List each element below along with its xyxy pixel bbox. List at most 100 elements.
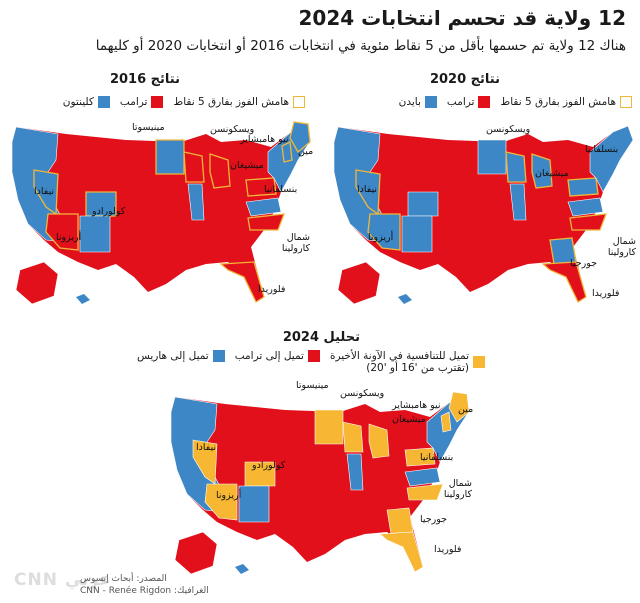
label-2024-florida: فلوريدا bbox=[434, 544, 462, 555]
dem-swatch bbox=[97, 96, 110, 108]
map-2024 bbox=[170, 391, 471, 575]
label-2024-minnesota: مينيسوتا bbox=[296, 380, 329, 391]
new-mexico-2020 bbox=[401, 215, 433, 253]
north-carolina-2024 bbox=[406, 483, 444, 501]
tossup-swatch bbox=[473, 356, 485, 368]
page-title: 12 ولاية قد تحسم انتخابات 2024 bbox=[298, 6, 626, 30]
map-2016-title: نتائج 2016 bbox=[109, 72, 180, 87]
virginia-2024 bbox=[404, 467, 441, 487]
illinois-2024 bbox=[346, 453, 364, 491]
nevada-2020 bbox=[355, 169, 381, 216]
legend-dem-2016: كلينتون bbox=[63, 96, 110, 108]
rep-swatch bbox=[307, 350, 320, 362]
label-2016-michigan: ميشيغان bbox=[230, 160, 264, 171]
label-2020-michigan: ميشيغان bbox=[535, 168, 569, 179]
georgia-2024 bbox=[386, 507, 414, 535]
label-2016-nevada: نيفادا bbox=[34, 186, 55, 197]
illinois-2020 bbox=[509, 183, 527, 221]
north-carolina-2020 bbox=[569, 213, 607, 231]
map-2020-legend: هامش الفوز بفارق 5 نقاط ترامب بايدن bbox=[393, 96, 632, 108]
label-2020-pennsylvania: بنسلفانيا bbox=[585, 144, 619, 155]
new-hampshire-2016 bbox=[281, 141, 293, 163]
label-2024-new-hampshire: نيو هامبشاير bbox=[392, 400, 441, 411]
margin-swatch bbox=[293, 96, 305, 108]
hawaii-2024 bbox=[235, 564, 249, 574]
cnn-arabic-logo: CNN عربي bbox=[14, 570, 111, 590]
arizona-2020 bbox=[367, 213, 401, 251]
colorado-2020 bbox=[407, 191, 439, 217]
nevada-2024 bbox=[192, 439, 218, 485]
label-2020-wisconsin: ويسكونسن bbox=[486, 124, 531, 135]
hawaii-2016 bbox=[76, 294, 90, 304]
pennsylvania-2020 bbox=[567, 177, 599, 197]
virginia-2016 bbox=[245, 197, 282, 217]
new-mexico-2024 bbox=[238, 485, 270, 523]
label-2020-north-carolina: شمال كارولينا bbox=[607, 236, 636, 258]
rep-swatch bbox=[478, 96, 491, 108]
legend-dem-2024: تميل إلى هاريس bbox=[137, 350, 225, 362]
label-2024-arizona: أريزونا bbox=[216, 490, 242, 501]
colorado-2024 bbox=[244, 461, 276, 487]
nevada-2016 bbox=[33, 169, 59, 216]
label-2016-colorado: كولورادو bbox=[92, 206, 126, 217]
colorado-2016 bbox=[85, 191, 117, 217]
alaska-2016 bbox=[15, 261, 59, 305]
legend-margin-2020: هامش الفوز بفارق 5 نقاط bbox=[500, 96, 632, 108]
label-2024-nevada: نيفادا bbox=[196, 442, 217, 453]
dem-swatch bbox=[212, 350, 225, 362]
label-2016-pennsylvania: بنسلفانيا bbox=[264, 184, 298, 195]
arizona-2024 bbox=[204, 483, 238, 521]
michigan-2016 bbox=[209, 153, 231, 189]
label-2020-arizona: أريزونا bbox=[368, 232, 394, 243]
legend-margin-2016: هامش الفوز بفارق 5 نقاط bbox=[173, 96, 305, 108]
minnesota-2016 bbox=[155, 139, 185, 175]
label-2016-minnesota: مينيسوتا bbox=[132, 122, 165, 133]
legend-rep-2024: تميل إلى ترامب bbox=[235, 350, 320, 362]
label-2024-north-carolina: شمال كارولينا bbox=[443, 478, 472, 500]
label-2024-wisconsin: ويسكونسن bbox=[340, 388, 385, 399]
dem-swatch bbox=[424, 96, 437, 108]
michigan-2020 bbox=[531, 153, 553, 189]
label-2020-nevada: نيفادا bbox=[357, 184, 378, 195]
florida-2024 bbox=[379, 531, 424, 573]
label-2024-maine: مين bbox=[458, 404, 474, 415]
margin-swatch bbox=[620, 96, 632, 108]
legend-tossup-2024: تميل للتنافسية في الآونة الأخيرة (تقترب … bbox=[330, 350, 485, 374]
us-silhouette-2016 bbox=[12, 126, 311, 302]
label-2020-florida: فلوريدا bbox=[592, 288, 620, 299]
new-hampshire-2024 bbox=[440, 411, 452, 433]
label-2016-wisconsin: ويسكونسن bbox=[210, 124, 255, 135]
label-2016-florida: فلوريدا bbox=[258, 284, 286, 295]
label-2024-georgia: جورجيا bbox=[420, 514, 448, 525]
credit-text: الغرافيك: CNN - Renée Rigdon bbox=[80, 586, 209, 596]
arizona-2016 bbox=[45, 213, 79, 251]
north-carolina-2016 bbox=[247, 213, 285, 231]
label-2016-new-hampshire: نيو هامبشاير bbox=[240, 134, 289, 145]
map-2020-title: نتائج 2020 bbox=[429, 72, 500, 87]
rep-swatch bbox=[151, 96, 164, 108]
label-2016-north-carolina: شمال كارولينا bbox=[281, 232, 310, 254]
map-2020 bbox=[333, 125, 634, 305]
minnesota-2020 bbox=[477, 139, 507, 175]
map-2016 bbox=[11, 121, 312, 305]
label-2016-maine: مين bbox=[298, 146, 314, 157]
wisconsin-2024 bbox=[342, 421, 364, 453]
florida-2016 bbox=[219, 261, 265, 303]
page-subtitle: هناك 12 ولاية تم حسمها بأقل من 5 نقاط مئ… bbox=[95, 38, 626, 54]
maine-2024 bbox=[448, 391, 470, 423]
label-2020-georgia: جورجيا bbox=[570, 258, 598, 269]
legend-rep-2016: ترامب bbox=[120, 96, 164, 108]
wisconsin-2020 bbox=[505, 151, 527, 183]
source-text: المصدر: أبحاث إبسوس bbox=[80, 574, 167, 584]
map-2016-legend: هامش الفوز بفارق 5 نقاط ترامب كلينتون bbox=[57, 96, 305, 108]
hawaii-2020 bbox=[398, 294, 412, 304]
alaska-2024 bbox=[174, 531, 218, 575]
minnesota-2024 bbox=[314, 409, 344, 445]
wisconsin-2016 bbox=[183, 151, 205, 183]
florida-2020 bbox=[541, 261, 587, 303]
label-2024-michigan: ميشيغان bbox=[392, 414, 426, 425]
alaska-2020 bbox=[337, 261, 381, 305]
legend-rep-2020: ترامب bbox=[447, 96, 491, 108]
northeast-2020 bbox=[589, 125, 634, 193]
maine-2016 bbox=[289, 121, 311, 153]
